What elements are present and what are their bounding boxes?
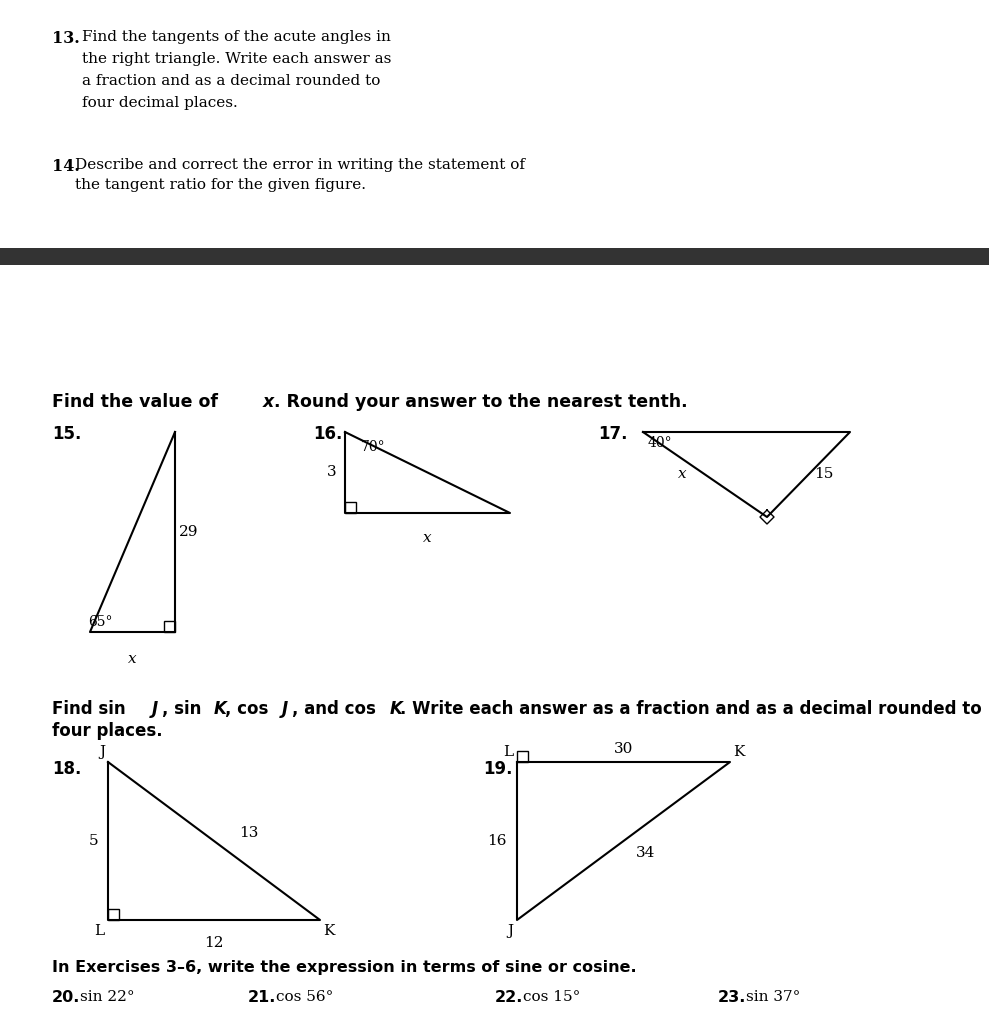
Text: 23.: 23.	[718, 990, 747, 1005]
Text: 21.: 21.	[248, 990, 276, 1005]
Text: Describe and correct the error in writing the statement of: Describe and correct the error in writin…	[75, 158, 525, 172]
Text: J: J	[152, 700, 158, 718]
Text: 20.: 20.	[52, 990, 80, 1005]
Text: L: L	[94, 924, 104, 938]
Text: 17.: 17.	[598, 425, 627, 443]
Text: x: x	[129, 652, 136, 666]
Text: 13.: 13.	[52, 30, 80, 47]
Text: four places.: four places.	[52, 722, 162, 740]
Text: cos 56°: cos 56°	[276, 990, 333, 1004]
Text: 30: 30	[614, 742, 633, 756]
Text: 40°: 40°	[648, 436, 673, 450]
Text: 16.: 16.	[313, 425, 342, 443]
Text: 15.: 15.	[52, 425, 81, 443]
Text: cos 15°: cos 15°	[523, 990, 581, 1004]
Text: 14.: 14.	[52, 158, 80, 175]
Text: 19.: 19.	[483, 760, 512, 778]
Text: , and cos: , and cos	[292, 700, 382, 718]
Text: Find the value of: Find the value of	[52, 393, 224, 411]
Text: x: x	[678, 468, 687, 481]
Text: L: L	[502, 745, 513, 759]
Text: K: K	[733, 745, 745, 759]
Text: J: J	[282, 700, 288, 718]
Bar	[164, 621, 175, 632]
Text: 29: 29	[179, 525, 199, 539]
Text: J: J	[507, 924, 513, 938]
Text: the right triangle. Write each answer as: the right triangle. Write each answer as	[82, 52, 392, 66]
Text: 13: 13	[239, 826, 258, 840]
Text: four decimal places.: four decimal places.	[82, 96, 237, 110]
Text: 3: 3	[327, 466, 337, 479]
Bar	[0, 248, 989, 265]
Text: 18.: 18.	[52, 760, 81, 778]
Text: Find sin: Find sin	[52, 700, 132, 718]
Text: . Round your answer to the nearest tenth.: . Round your answer to the nearest tenth…	[274, 393, 687, 411]
Text: Find the tangents of the acute angles in: Find the tangents of the acute angles in	[82, 30, 391, 44]
Text: 12: 12	[205, 936, 224, 950]
Bar	[345, 502, 356, 513]
Text: 65°: 65°	[88, 615, 113, 629]
Text: In Exercises 3–6, write the expression in terms of sine or cosine.: In Exercises 3–6, write the expression i…	[52, 961, 637, 975]
Text: . Write each answer as a fraction and as a decimal rounded to: . Write each answer as a fraction and as…	[400, 700, 982, 718]
Text: 16: 16	[488, 834, 507, 848]
Text: , sin: , sin	[162, 700, 207, 718]
Text: the tangent ratio for the given figure.: the tangent ratio for the given figure.	[75, 178, 366, 193]
Text: K: K	[323, 924, 334, 938]
Text: sin 37°: sin 37°	[746, 990, 800, 1004]
Text: 15: 15	[815, 468, 834, 481]
Text: 70°: 70°	[361, 440, 386, 454]
Text: K: K	[390, 700, 403, 718]
Text: 5: 5	[88, 834, 98, 848]
Text: 22.: 22.	[495, 990, 523, 1005]
Text: x: x	[423, 531, 432, 545]
Text: , cos: , cos	[225, 700, 274, 718]
Text: a fraction and as a decimal rounded to: a fraction and as a decimal rounded to	[82, 74, 381, 88]
Text: J: J	[99, 745, 105, 759]
Text: sin 22°: sin 22°	[80, 990, 135, 1004]
Bar	[517, 751, 528, 762]
Text: K: K	[214, 700, 226, 718]
Bar	[108, 909, 119, 920]
Text: 34: 34	[636, 846, 655, 860]
Text: x: x	[263, 393, 274, 411]
